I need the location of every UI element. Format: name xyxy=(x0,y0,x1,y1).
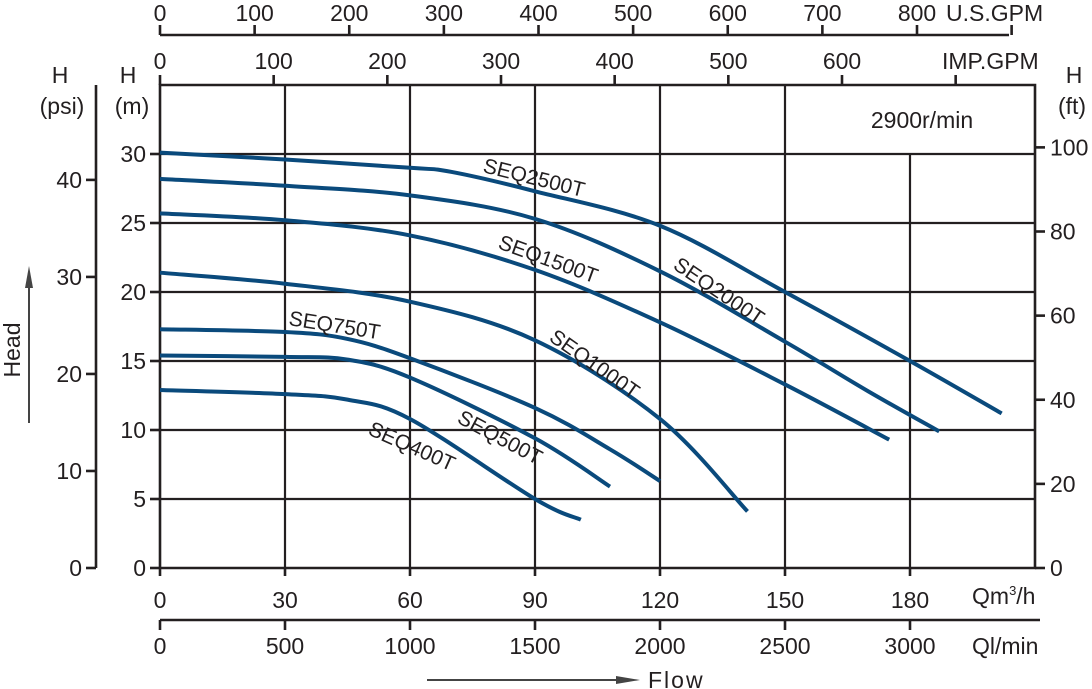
x-tick-lmin: 2000 xyxy=(634,633,685,659)
y-axis-ft-unit: (ft) xyxy=(1058,93,1086,119)
y-tick-ft: 0 xyxy=(1050,555,1063,581)
x-tick-us-gpm: 100 xyxy=(235,0,273,26)
x-tick-lmin: 1000 xyxy=(384,633,435,659)
curve-label-seq1000t: SEQ1000T xyxy=(545,325,643,404)
y-tick-m: 20 xyxy=(120,279,146,305)
x-tick-m3h: 60 xyxy=(397,587,423,613)
y-tick-psi: 30 xyxy=(56,264,82,290)
y-tick-ft: 20 xyxy=(1050,471,1076,497)
x-tick-lmin: 2500 xyxy=(759,633,810,659)
y-tick-psi: 0 xyxy=(69,555,82,581)
x-axis-us-gpm-unit: U.S.GPM xyxy=(946,0,1043,26)
x-tick-m3h: 180 xyxy=(891,587,929,613)
curve-seq1500t xyxy=(159,211,891,442)
y-tick-m: 10 xyxy=(120,417,146,443)
curve-seq2500t xyxy=(159,150,1003,416)
y-tick-ft: 100 xyxy=(1050,134,1088,160)
x-tick-us-gpm: 200 xyxy=(330,0,368,26)
x-tick-imp-gpm: 300 xyxy=(482,48,520,74)
x-tick-lmin: 3000 xyxy=(884,633,935,659)
x-axis-m3h-unit: Qm3/h xyxy=(972,583,1035,609)
curve-seq1000t xyxy=(159,270,749,513)
x-tick-us-gpm: 600 xyxy=(709,0,747,26)
x-tick-m3h: 90 xyxy=(522,587,548,613)
x-tick-imp-gpm: 200 xyxy=(368,48,406,74)
y-tick-psi: 20 xyxy=(56,361,82,387)
curve-seq500t xyxy=(159,353,612,489)
y-tick-m: 15 xyxy=(120,348,146,374)
head-arrow-icon xyxy=(25,266,33,288)
curve-seq2000t xyxy=(159,176,941,434)
y-axis-m-unit: (m) xyxy=(115,93,149,119)
x-tick-us-gpm: 0 xyxy=(154,0,167,26)
x-tick-us-gpm: 400 xyxy=(519,0,557,26)
y-tick-ft: 40 xyxy=(1050,387,1076,413)
x-tick-us-gpm: 500 xyxy=(614,0,652,26)
flow-arrow-icon xyxy=(616,676,640,684)
y-axis-title-head: Head xyxy=(0,323,25,378)
plot-frame xyxy=(158,83,1037,570)
performance-curves xyxy=(159,150,1003,522)
y-tick-m: 0 xyxy=(133,555,146,581)
y-tick-psi: 40 xyxy=(56,167,82,193)
speed-label: 2900r/min xyxy=(871,107,973,133)
y-tick-m: 5 xyxy=(133,486,146,512)
x-tick-m3h: 30 xyxy=(272,587,298,613)
y-axis-m-title: H xyxy=(120,62,137,88)
curve-seq750t xyxy=(159,327,662,483)
curve-seq400t xyxy=(159,387,582,522)
x-tick-imp-gpm: 600 xyxy=(823,48,861,74)
x-tick-imp-gpm: 100 xyxy=(254,48,292,74)
curve-label-seq1500t: SEQ1500T xyxy=(495,231,601,288)
y-tick-m: 30 xyxy=(120,141,146,167)
x-tick-us-gpm: 300 xyxy=(425,0,463,26)
y-axis-psi-title: H xyxy=(52,62,69,88)
x-axis-lmin-unit: Ql/min xyxy=(972,633,1038,659)
y-axis-psi-unit: (psi) xyxy=(40,93,85,119)
x-tick-lmin: 0 xyxy=(154,633,167,659)
y-tick-ft: 60 xyxy=(1050,303,1076,329)
x-tick-m3h: 150 xyxy=(766,587,804,613)
x-tick-imp-gpm: 0 xyxy=(154,48,167,74)
x-tick-lmin: 1500 xyxy=(509,633,560,659)
y-tick-m: 25 xyxy=(120,210,146,236)
x-axis-imp-gpm-unit: IMP.GPM xyxy=(942,48,1039,74)
x-tick-us-gpm: 700 xyxy=(803,0,841,26)
x-tick-m3h: 120 xyxy=(641,587,679,613)
y-tick-psi: 10 xyxy=(56,458,82,484)
x-tick-imp-gpm: 400 xyxy=(595,48,633,74)
x-tick-us-gpm: 800 xyxy=(898,0,936,26)
y-tick-ft: 80 xyxy=(1050,219,1076,245)
x-tick-m3h: 0 xyxy=(154,587,167,613)
x-tick-lmin: 500 xyxy=(266,633,304,659)
x-axis-title-flow: Flow xyxy=(648,667,705,689)
curve-label-seq750t: SEQ750T xyxy=(287,307,382,344)
curve-label-seq400t: SEQ400T xyxy=(365,418,459,477)
x-tick-imp-gpm: 500 xyxy=(709,48,747,74)
y-axis-ft-title: H xyxy=(1066,62,1083,88)
axes xyxy=(25,25,1045,684)
